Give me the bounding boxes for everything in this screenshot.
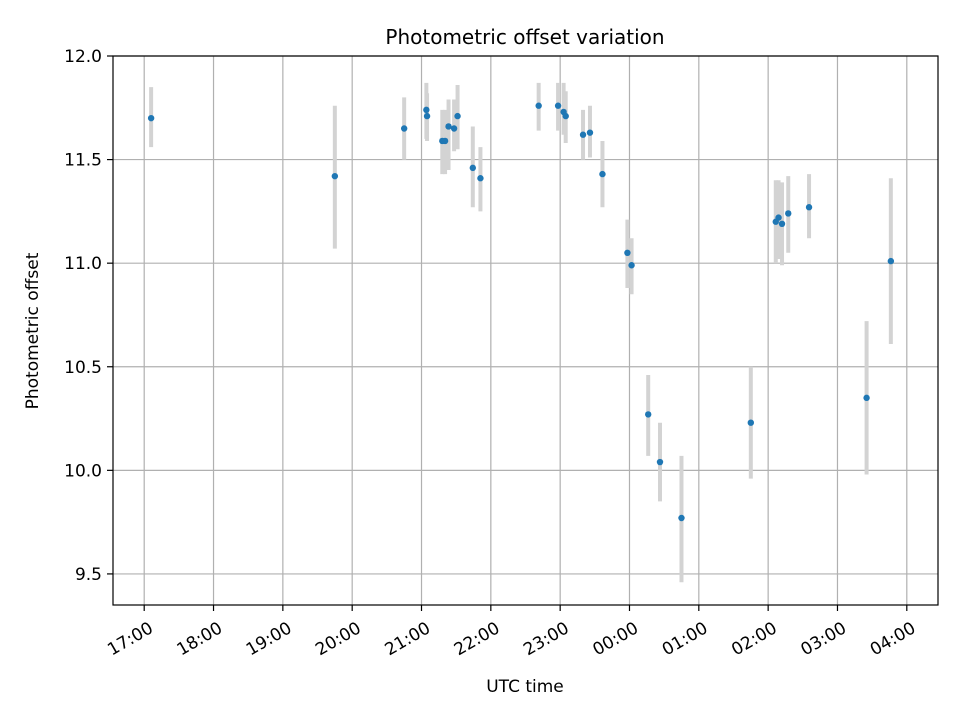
y-tick-label: 10.0 <box>64 461 102 481</box>
data-point <box>554 102 562 109</box>
data-point <box>887 257 895 265</box>
grid-lines <box>113 55 938 605</box>
y-tick-label: 11.0 <box>64 254 102 274</box>
data-point <box>805 204 813 211</box>
data-point <box>441 137 449 145</box>
x-tick-label: 03:00 <box>798 618 850 660</box>
data-point <box>863 394 870 402</box>
data-point <box>778 220 786 228</box>
x-tick-label: 02:00 <box>728 618 780 660</box>
data-point <box>645 411 652 418</box>
x-tick-label: 01:00 <box>659 618 711 660</box>
x-tick-label: 20:00 <box>312 618 364 660</box>
y-tick-label: 12.0 <box>64 47 102 67</box>
data-point <box>599 170 606 178</box>
y-tick-label: 11.5 <box>64 151 102 171</box>
y-tick-label: 10.5 <box>64 358 102 378</box>
data-point <box>423 112 431 120</box>
x-tick-label: 21:00 <box>382 618 434 660</box>
data-point <box>624 249 631 257</box>
x-tick-label: 17:00 <box>104 618 156 660</box>
error-bars <box>149 82 893 583</box>
data-point <box>785 210 792 217</box>
data-point <box>586 129 594 136</box>
data-point <box>678 514 685 522</box>
data-point <box>775 214 782 221</box>
data-point <box>400 125 408 132</box>
data-point <box>147 114 155 122</box>
y-tick-label: 9.5 <box>75 565 102 585</box>
plot-frame <box>112 55 939 606</box>
x-tick-label: 04:00 <box>867 618 919 660</box>
chart-title: Photometric offset variation <box>385 25 664 49</box>
data-point <box>423 106 430 114</box>
data-point <box>445 123 452 130</box>
data-point <box>454 112 461 120</box>
data-point <box>477 175 484 182</box>
axis-ticks: 17:00 18:00 19:00 20:00 21:00 22:00 23:00 00:00… <box>64 47 919 660</box>
data-point <box>469 164 477 172</box>
data-point <box>562 112 569 120</box>
data-point <box>450 125 458 132</box>
x-tick-label: 18:00 <box>174 618 226 660</box>
data-points <box>147 102 895 522</box>
y-axis-label: Photometric offset <box>23 252 43 409</box>
x-tick-label: 19:00 <box>243 618 295 660</box>
x-tick-label: 22:00 <box>451 618 503 660</box>
data-point <box>331 172 339 180</box>
data-point <box>535 102 542 109</box>
x-axis-label: UTC time <box>486 677 564 697</box>
data-point <box>747 419 755 426</box>
data-point <box>579 131 587 138</box>
data-point <box>628 262 635 269</box>
data-point <box>656 458 664 466</box>
x-tick-label: 00:00 <box>590 618 642 660</box>
x-tick-label: 23:00 <box>520 618 572 660</box>
